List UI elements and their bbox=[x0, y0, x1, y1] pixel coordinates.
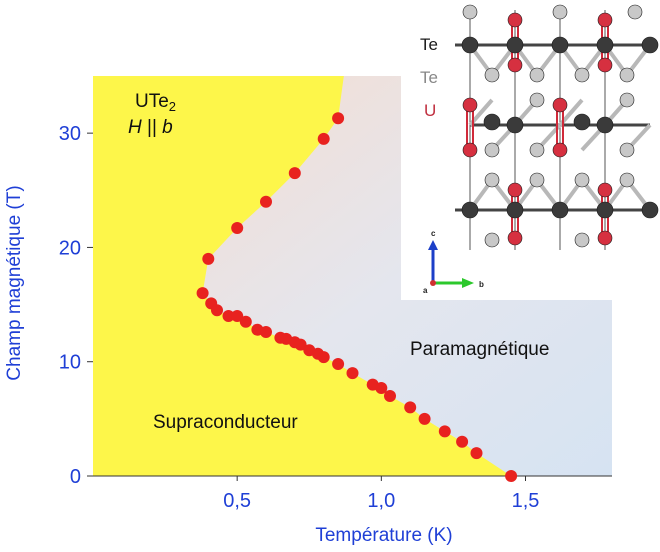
x-ticks: 0,5 1,0 1,5 bbox=[223, 476, 539, 512]
u-atom bbox=[552, 142, 568, 158]
y-tick-label: 10 bbox=[59, 352, 81, 374]
te-atom bbox=[461, 201, 479, 219]
te-atom bbox=[574, 172, 590, 188]
te-atom bbox=[574, 232, 590, 248]
data-point bbox=[260, 195, 272, 208]
y-tick-label: 20 bbox=[59, 237, 81, 259]
te-atom bbox=[596, 116, 614, 134]
data-point bbox=[222, 310, 235, 322]
te-atom bbox=[596, 36, 614, 54]
superconducting-region bbox=[93, 76, 512, 476]
te-atom bbox=[462, 4, 478, 20]
y-axis-title: Champ magnétique (T) bbox=[4, 185, 25, 380]
te-atom bbox=[461, 36, 479, 54]
te-atom bbox=[529, 142, 545, 158]
te-atom bbox=[619, 172, 635, 188]
u-atom bbox=[597, 182, 613, 198]
u-atom bbox=[507, 57, 523, 73]
te-atom bbox=[627, 4, 643, 20]
c-axis-arrowhead bbox=[428, 240, 438, 250]
data-point bbox=[332, 358, 345, 370]
data-point bbox=[317, 351, 330, 364]
data-point bbox=[196, 287, 209, 300]
b-axis-arrowhead bbox=[462, 278, 474, 288]
y-tick-label: 30 bbox=[59, 123, 81, 145]
compound-label: UTe2 bbox=[135, 91, 176, 114]
data-point bbox=[294, 338, 307, 351]
te-atom bbox=[484, 232, 500, 248]
u-atom bbox=[462, 97, 478, 113]
te-atom bbox=[596, 201, 614, 219]
x-tick-label: 0,5 bbox=[223, 490, 251, 512]
x-tick-label: 1,0 bbox=[367, 490, 395, 512]
x-tick-label: 1,5 bbox=[512, 490, 540, 512]
te-atom bbox=[506, 36, 524, 54]
te-atom bbox=[619, 67, 635, 83]
te-atom bbox=[551, 36, 569, 54]
data-point bbox=[456, 435, 469, 448]
crystal-structure-inset: Te Te U c b a bbox=[420, 4, 659, 295]
u-atom bbox=[597, 12, 613, 28]
data-point bbox=[231, 310, 244, 322]
te-atom bbox=[506, 201, 524, 219]
legend-te-light: Te bbox=[420, 68, 438, 87]
data-point bbox=[332, 112, 345, 125]
te-atom bbox=[483, 113, 501, 131]
legend-u: U bbox=[424, 101, 436, 120]
u-atom bbox=[462, 142, 478, 158]
crystal-atoms bbox=[461, 4, 659, 248]
superconductor-label: Supraconducteur bbox=[153, 412, 298, 433]
te-atom bbox=[551, 201, 569, 219]
te-atom bbox=[619, 92, 635, 108]
data-point bbox=[384, 390, 396, 402]
data-point bbox=[260, 326, 272, 338]
te-atom bbox=[552, 4, 568, 20]
legend-te-dark: Te bbox=[420, 35, 438, 54]
data-point bbox=[470, 447, 483, 460]
c-axis-label: c bbox=[431, 229, 436, 238]
te-atom bbox=[529, 172, 545, 188]
u-atom bbox=[507, 12, 523, 28]
data-point bbox=[418, 412, 431, 425]
x-axis-title: Température (K) bbox=[315, 525, 452, 546]
data-point bbox=[202, 252, 215, 265]
te-atom bbox=[529, 92, 545, 108]
b-axis-label: b bbox=[479, 280, 484, 289]
data-point bbox=[288, 167, 301, 180]
te-atom bbox=[506, 116, 524, 134]
te-atom bbox=[484, 142, 500, 158]
data-point bbox=[438, 425, 451, 438]
te-atom bbox=[529, 67, 545, 83]
te-atom bbox=[484, 67, 500, 83]
paramagnetic-label: Paramagnétique bbox=[410, 339, 549, 360]
te-atom bbox=[484, 172, 500, 188]
data-point bbox=[317, 132, 330, 145]
data-point bbox=[211, 304, 223, 317]
u-atom bbox=[552, 97, 568, 113]
data-point bbox=[231, 222, 244, 234]
data-points bbox=[196, 112, 518, 482]
data-point bbox=[239, 315, 252, 328]
y-tick-label: 0 bbox=[70, 466, 81, 488]
data-point bbox=[505, 470, 518, 482]
data-point bbox=[404, 401, 417, 414]
te-atom bbox=[574, 67, 590, 83]
a-axis-dot bbox=[430, 280, 436, 286]
te-atom bbox=[641, 36, 659, 54]
data-point bbox=[346, 367, 359, 380]
u-atom bbox=[597, 57, 613, 73]
te-atom bbox=[641, 201, 659, 219]
te-atom bbox=[573, 113, 591, 131]
u-atom bbox=[507, 182, 523, 198]
u-atom bbox=[597, 230, 613, 246]
y-ticks: 0 10 20 30 bbox=[59, 123, 93, 488]
a-axis-label: a bbox=[423, 286, 428, 295]
field-orientation-label: H || b bbox=[128, 117, 173, 138]
te-atom bbox=[619, 142, 635, 158]
u-atom bbox=[507, 230, 523, 246]
data-point bbox=[375, 382, 388, 394]
